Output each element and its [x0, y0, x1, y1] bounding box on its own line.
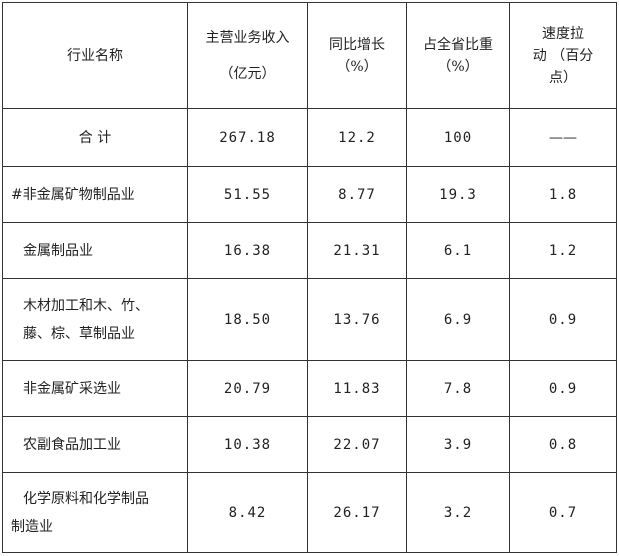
row-speed-pull: 0.8: [509, 416, 617, 473]
table-row: 农副食品加工业 10.38 22.07 3.9 0.8: [2, 416, 617, 473]
total-speed-pull: ——: [509, 108, 617, 167]
header-revenue: 主营业务收入 （亿元）: [187, 2, 308, 109]
header-row: 行业名称 主营业务收入 （亿元） 同比增长 （%） 占全省比重 （%） 速度拉 …: [2, 2, 617, 109]
row-industry-name: 木材加工和木、竹、 藤、棕、草制品业: [2, 278, 188, 361]
row-growth: 21.31: [307, 222, 407, 279]
row-speed-pull: 1.8: [509, 166, 617, 223]
header-industry-name: 行业名称: [2, 2, 188, 109]
row-share: 19.3: [406, 166, 510, 223]
table-row: 木材加工和木、竹、 藤、棕、草制品业 18.50 13.76 6.9 0.9: [2, 278, 617, 361]
row-industry-name: 金属制品业: [2, 222, 188, 279]
table-row: #非金属矿物制品业 51.55 8.77 19.3 1.8: [2, 166, 617, 223]
row-growth: 11.83: [307, 360, 407, 417]
row-industry-name: #非金属矿物制品业: [2, 166, 188, 223]
row-growth: 13.76: [307, 278, 407, 361]
row-share: 3.9: [406, 416, 510, 473]
table-row: 化学原料和化学制品 制造业 8.42 26.17 3.2 0.7: [2, 472, 617, 553]
row-revenue: 8.42: [187, 472, 308, 553]
row-growth: 26.17: [307, 472, 407, 553]
row-industry-name: 非金属矿采选业: [2, 360, 188, 417]
row-revenue: 10.38: [187, 416, 308, 473]
row-growth: 22.07: [307, 416, 407, 473]
header-share: 占全省比重 （%）: [406, 2, 510, 109]
row-revenue: 16.38: [187, 222, 308, 279]
total-revenue: 267.18: [187, 108, 308, 167]
row-share: 6.1: [406, 222, 510, 279]
header-growth: 同比增长 （%）: [307, 2, 407, 109]
row-speed-pull: 1.2: [509, 222, 617, 279]
row-speed-pull: 0.9: [509, 278, 617, 361]
total-share: 100: [406, 108, 510, 167]
row-speed-pull: 0.7: [509, 472, 617, 553]
row-revenue: 51.55: [187, 166, 308, 223]
table-row: 金属制品业 16.38 21.31 6.1 1.2: [2, 222, 617, 279]
row-speed-pull: 0.9: [509, 360, 617, 417]
row-share: 3.2: [406, 472, 510, 553]
row-revenue: 18.50: [187, 278, 308, 361]
row-share: 6.9: [406, 278, 510, 361]
row-revenue: 20.79: [187, 360, 308, 417]
table-row: 非金属矿采选业 20.79 11.83 7.8 0.9: [2, 360, 617, 417]
row-growth: 8.77: [307, 166, 407, 223]
header-speed-pull: 速度拉 动 （百分 点）: [509, 2, 617, 109]
row-industry-name: 农副食品加工业: [2, 416, 188, 473]
total-row: 合 计 267.18 12.2 100 ——: [2, 108, 617, 167]
total-label: 合 计: [2, 108, 188, 167]
total-growth: 12.2: [307, 108, 407, 167]
row-industry-name: 化学原料和化学制品 制造业: [2, 472, 188, 553]
row-share: 7.8: [406, 360, 510, 417]
